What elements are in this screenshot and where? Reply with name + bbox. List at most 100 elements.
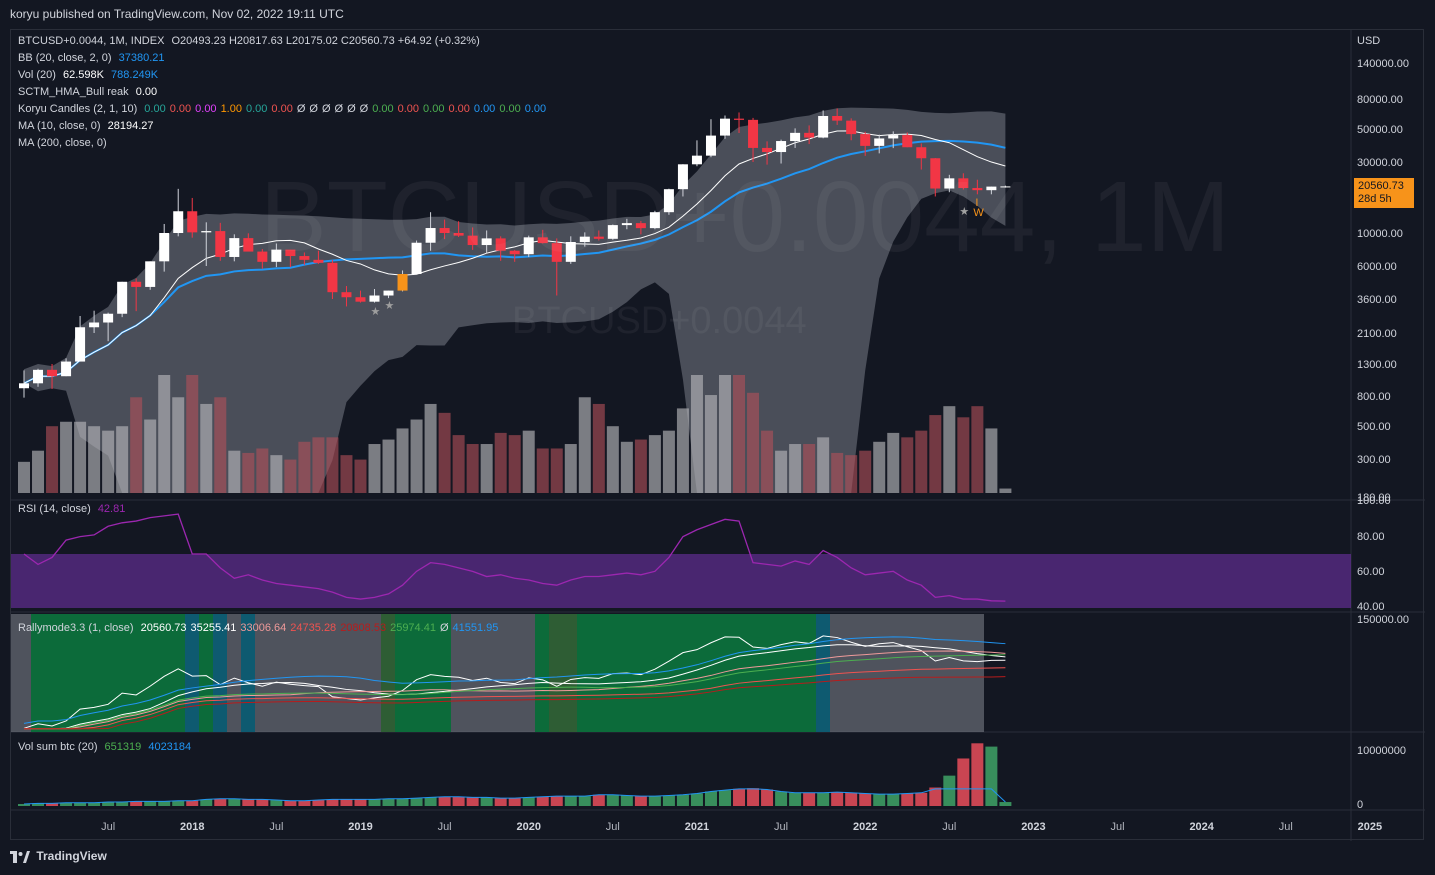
volume-bar	[508, 435, 521, 493]
volume-bar	[116, 426, 129, 493]
candle-body	[748, 119, 759, 148]
volsum-bar	[368, 799, 381, 806]
sctm-legend[interactable]: SCTM_HMA_Bull reak 0.00	[18, 86, 161, 98]
koryu-legend-value: 0.00	[271, 103, 293, 115]
candle-body	[691, 155, 702, 165]
ma10-legend[interactable]: MA (10, close, 0) 28194.27	[18, 120, 158, 132]
candle-body	[61, 361, 72, 377]
price-axis-label: 1300.00	[1357, 359, 1397, 371]
volsum-bar	[704, 791, 717, 806]
volume-bar	[733, 375, 746, 493]
volume-bar	[620, 441, 633, 493]
candle-body	[341, 292, 352, 298]
rally-zone	[816, 614, 830, 732]
volume-bar	[438, 412, 451, 493]
volsum-bar	[382, 798, 395, 806]
volsum-bar	[845, 792, 858, 806]
volume-bar	[985, 428, 998, 493]
volsum-bar	[817, 792, 830, 806]
volsum-bar	[719, 790, 731, 806]
volsum-bar	[985, 746, 998, 806]
watermark-big: BTCUSD+0.0044, 1M	[260, 161, 1230, 273]
volsum-bar	[18, 804, 30, 806]
volume-bar	[873, 441, 886, 493]
candle-body	[888, 135, 899, 139]
time-axis-label: 2020	[516, 821, 540, 833]
candle-body	[832, 115, 843, 121]
bb-legend[interactable]: BB (20, close, 2, 0) 37380.21	[18, 52, 169, 64]
vol-legend-v1: 62.598K	[62, 69, 104, 81]
rally-line	[23, 636, 1006, 724]
tradingview-brand[interactable]: TradingView	[10, 849, 107, 863]
rally-zone	[577, 614, 816, 732]
volsum-bar	[536, 796, 549, 806]
rally-zone	[549, 614, 577, 732]
koryu-legend-value: 0.00	[245, 103, 268, 115]
volsum-bar	[550, 796, 563, 806]
candle-body	[495, 238, 506, 251]
candle-body	[187, 211, 198, 233]
time-axis-label: Jul	[1111, 821, 1125, 833]
candle-body	[467, 235, 478, 246]
volume-bar	[284, 459, 297, 493]
rally-line	[24, 654, 1006, 730]
chart-canvas[interactable]: ★ ★ ★ IW USD 140000.00 80000.00 50000.00 30000.0…	[11, 30, 1425, 841]
volume-bar	[536, 448, 549, 493]
volsum-axis-label: 10000000	[1357, 745, 1406, 757]
volsum-bar	[326, 799, 339, 806]
price-axis-label: 50000.00	[1357, 124, 1403, 136]
volume-bar	[578, 397, 591, 493]
volsum-bar	[340, 799, 353, 806]
time-axis-label: Jul	[269, 821, 283, 833]
candle-body	[173, 211, 184, 233]
vol-legend[interactable]: Vol (20) 62.598K 788.249K	[18, 69, 162, 81]
koryu-legend-value: 0.00	[524, 103, 547, 115]
volume-bar	[845, 455, 858, 493]
candle-body	[635, 223, 646, 229]
rally-legend[interactable]: Rallymode3.3 (1, close) 20560.73 35255.41…	[18, 622, 506, 634]
candle-body	[677, 164, 688, 190]
chart-container[interactable]: ★ ★ ★ I W USD 140000.00 80000.00 50000.00 30000.0…	[10, 29, 1425, 841]
rsi-axis-label: 100.00	[1357, 495, 1391, 507]
candle-body	[551, 243, 562, 262]
volume-bar	[704, 395, 717, 493]
volume-bar	[452, 435, 465, 493]
volume-bar	[957, 417, 970, 493]
koryu-legend-value: 0.00	[448, 103, 470, 115]
volume-bar	[326, 437, 339, 493]
koryu-legend-value: Ø	[321, 103, 331, 115]
rally-legend-value: 33006.64	[240, 622, 287, 634]
koryu-legend-value: 0.00	[499, 103, 521, 115]
candle-body	[313, 259, 324, 263]
candle-body	[271, 249, 282, 262]
price-axis-label: 10000.00	[1357, 228, 1403, 240]
koryu-legend-value: 0.00	[423, 103, 445, 115]
main-legend[interactable]: BTCUSD+0.0044, 1M, INDEX O20493.23 H2081…	[18, 35, 484, 47]
volume-bar	[158, 375, 171, 493]
volume-bar	[999, 488, 1012, 493]
volume-bar	[761, 430, 774, 493]
rsi-legend[interactable]: RSI (14, close) 42.81	[18, 503, 129, 515]
volume-bar	[971, 406, 984, 493]
volsum-bar	[971, 743, 984, 806]
volume-bar	[424, 403, 437, 493]
volume-bar	[817, 437, 830, 493]
koryu-legend[interactable]: Koryu Candles (2, 1, 10) 0.00 0.00 0.00 1.0…	[18, 103, 554, 115]
candle-body	[649, 212, 660, 229]
candle-body	[355, 297, 366, 302]
price-axis-label: 140000.00	[1357, 58, 1409, 70]
candle-body	[159, 233, 170, 262]
volsum-bar	[662, 795, 675, 806]
rsi-axis-label: 40.00	[1357, 601, 1385, 613]
price-axis-label: 30000.00	[1357, 157, 1403, 169]
rally-zone	[213, 614, 227, 732]
volsum-legend[interactable]: Vol sum btc (20) 651319 4023184	[18, 741, 195, 753]
candle-body	[201, 231, 212, 233]
koryu-legend-label: Koryu Candles (2, 1, 10)	[18, 103, 138, 115]
volume-bar	[60, 421, 73, 493]
ma200-legend[interactable]: MA (200, close, 0)	[18, 137, 111, 149]
candle-body	[215, 231, 226, 257]
volsum-bar	[803, 792, 816, 806]
candle-body	[229, 238, 240, 257]
candle-body	[565, 241, 576, 262]
